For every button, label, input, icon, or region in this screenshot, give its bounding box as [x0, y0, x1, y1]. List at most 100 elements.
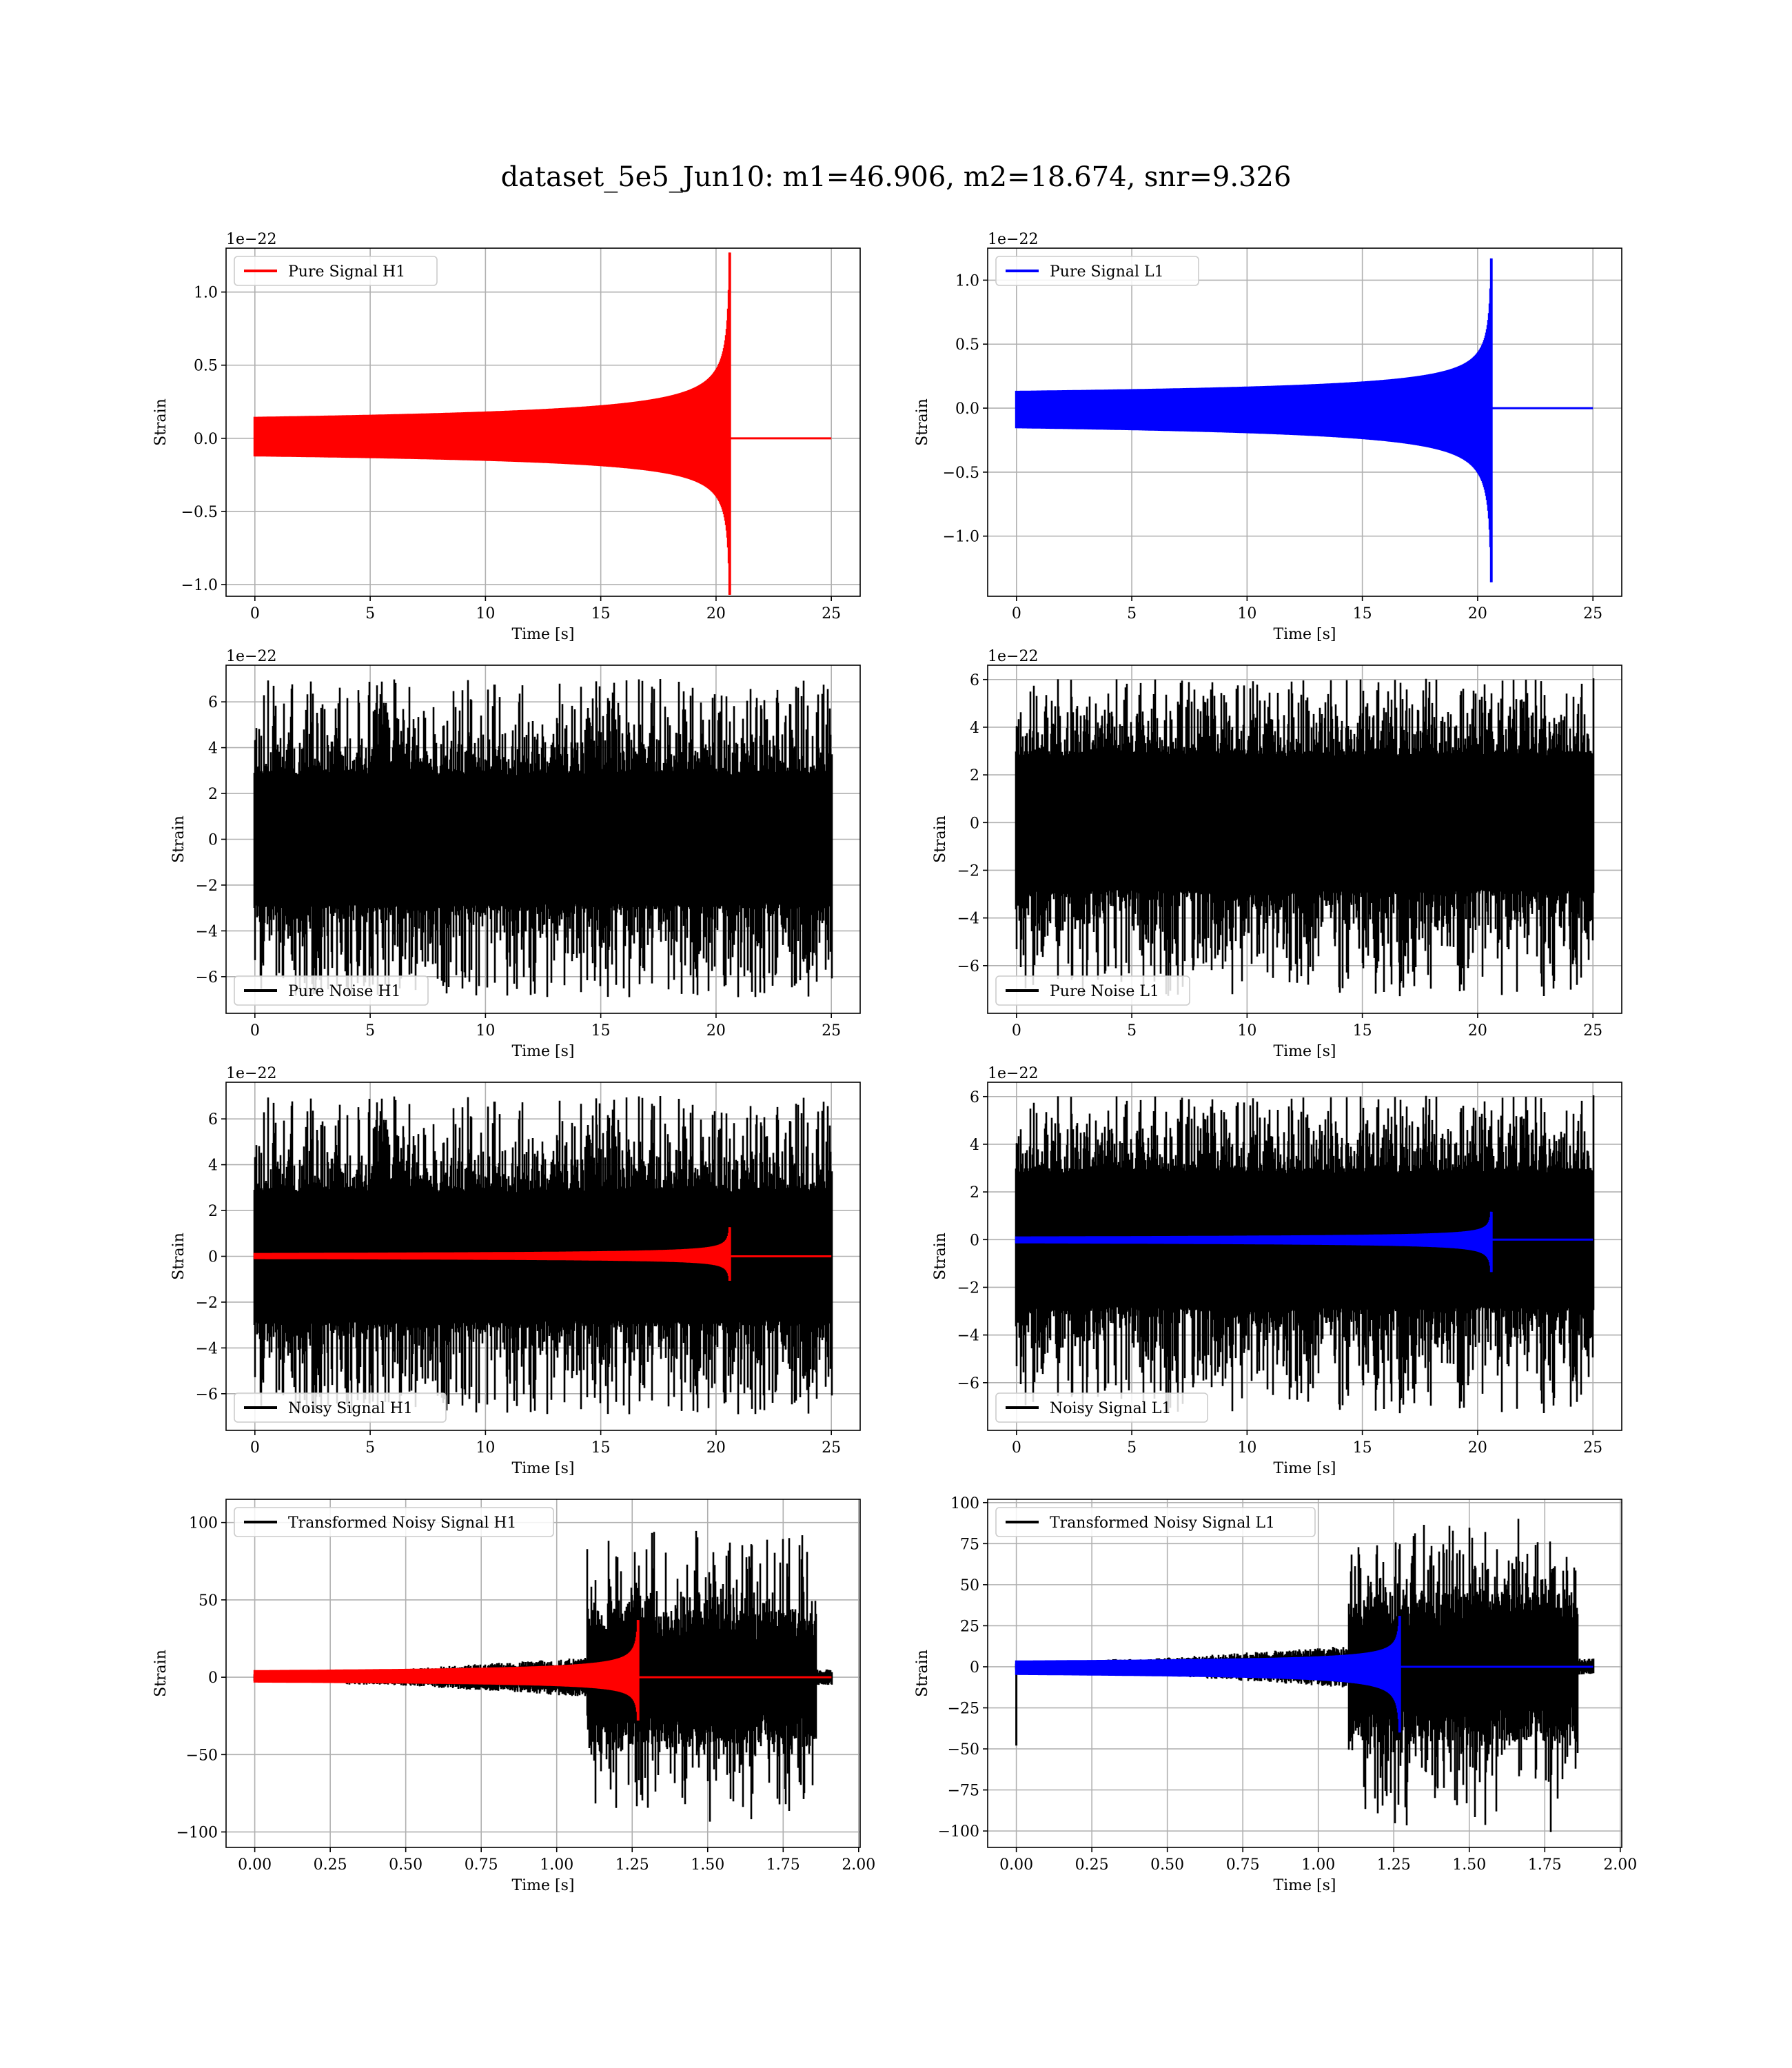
x-tick-label: 15	[591, 1439, 611, 1457]
x-tick-label: 1.00	[1301, 1856, 1335, 1874]
y-tick-label: 0	[208, 1249, 218, 1266]
y-tick-label: −75	[948, 1783, 979, 1800]
y-tick-label: 50	[198, 1592, 218, 1610]
y-tick-label: −100	[938, 1823, 979, 1841]
x-tick-label: 1.50	[691, 1856, 724, 1874]
plot-area	[253, 252, 832, 595]
y-offset-label: 1e−22	[226, 648, 276, 665]
x-tick-label: 25	[1583, 1439, 1602, 1457]
x-tick-label: 25	[1583, 1022, 1602, 1040]
subplot-6: 0 5 10 15 20 25 −6 −4 −2 0 2 4 6 1e−22 Time [s] Strain N…	[932, 1065, 1622, 1477]
y-tick-label: −2	[196, 1295, 218, 1312]
x-tick-label: 10	[476, 605, 495, 622]
series-pure-noise-l1	[1015, 678, 1595, 997]
x-axis-label: Time [s]	[511, 1877, 574, 1894]
y-axis-label: Strain	[170, 1233, 187, 1280]
y-offset-label: 1e−22	[988, 231, 1038, 248]
x-tick-label: 0.25	[314, 1856, 347, 1874]
y-tick-label: 25	[960, 1618, 979, 1635]
plot-area	[253, 679, 833, 997]
chirp-trace	[253, 252, 731, 595]
y-offset-label: 1e−22	[988, 648, 1038, 665]
legend-label: Pure Signal L1	[1050, 263, 1164, 281]
figure-title: dataset_5e5_Jun10: m1=46.906, m2=18.674,…	[501, 161, 1292, 193]
legend-label: Transformed Noisy Signal H1	[288, 1514, 517, 1532]
x-tick-label: 20	[1468, 1439, 1487, 1457]
legend-frame	[234, 256, 438, 286]
plot-area	[253, 1096, 833, 1415]
x-tick-label: 15	[591, 1022, 611, 1040]
y-tick-label: 0.5	[955, 336, 979, 354]
x-tick-label: 25	[1583, 605, 1602, 622]
axes-frame	[987, 1082, 1622, 1431]
y-tick-label: 1.0	[955, 272, 979, 290]
x-tick-label: 0	[1012, 605, 1021, 622]
y-tick-label: −6	[196, 1386, 218, 1403]
subplot-4: 0 5 10 15 20 25 −6 −4 −2 0 2 4 6 1e−22 Time [s] Strain P…	[932, 648, 1622, 1060]
legend: Pure Noise L1	[995, 975, 1190, 1006]
y-tick-label: 50	[960, 1577, 979, 1594]
series-pure-signal-h1	[253, 252, 832, 595]
x-tick-label: 15	[1353, 1439, 1372, 1457]
y-tick-label: 6	[208, 1111, 218, 1128]
y-tick-label: −4	[957, 911, 979, 928]
y-tick-label: 0	[970, 1659, 979, 1676]
chirp-trace	[1015, 258, 1492, 582]
y-axis-label: Strain	[152, 1650, 170, 1697]
y-tick-label: 4	[970, 1137, 979, 1154]
legend: Noisy Signal H1	[234, 1392, 447, 1423]
y-axis-label: Strain	[914, 398, 931, 446]
noise-trace	[253, 679, 833, 997]
x-tick-label: 5	[365, 1439, 375, 1457]
y-tick-label: −1.0	[181, 577, 218, 594]
y-tick-label: 4	[208, 1157, 218, 1175]
chirp-trace	[253, 1227, 731, 1281]
y-tick-label: −2	[196, 878, 218, 895]
legend-frame	[234, 975, 429, 1006]
legend-frame	[995, 1392, 1208, 1423]
legend-label: Noisy Signal L1	[1050, 1400, 1171, 1417]
y-offset-label: 1e−22	[226, 1065, 276, 1082]
legend: Noisy Signal L1	[995, 1392, 1208, 1423]
x-tick-label: 10	[1237, 1022, 1256, 1040]
x-tick-label: 1.25	[1377, 1856, 1411, 1874]
noise-trace	[1015, 678, 1595, 997]
plot-area	[1015, 678, 1595, 997]
y-axis-label: Strain	[932, 1233, 949, 1280]
y-tick-label: −2	[957, 1279, 979, 1297]
subplot-2: 0 5 10 15 20 25 −1.0 −0.5 0.0 0.5 1.0 1e−22 Time [s]…	[914, 231, 1622, 643]
x-tick-label: 10	[476, 1022, 495, 1040]
legend: Pure Noise H1	[234, 975, 429, 1006]
x-tick-label: 1.25	[615, 1856, 649, 1874]
legend: Transformed Noisy Signal L1	[995, 1507, 1316, 1537]
y-tick-label: 6	[970, 672, 979, 689]
x-tick-label: 0.75	[465, 1856, 498, 1874]
x-tick-label: 25	[822, 1022, 841, 1040]
y-tick-label: −4	[196, 1340, 218, 1357]
x-tick-label: 2.00	[842, 1856, 875, 1874]
y-tick-label: 0	[208, 832, 218, 849]
x-axis-label: Time [s]	[1273, 1877, 1336, 1894]
x-tick-label: 20	[1468, 605, 1487, 622]
y-tick-label: −50	[948, 1741, 979, 1758]
y-tick-label: 6	[970, 1089, 979, 1106]
x-tick-label: 1.75	[1528, 1856, 1562, 1874]
x-tick-label: 5	[365, 605, 375, 622]
y-tick-label: 100	[950, 1495, 979, 1512]
y-tick-label: 2	[208, 786, 218, 803]
legend-frame	[995, 256, 1199, 286]
subplot-5: 0 5 10 15 20 25 −6 −4 −2 0 2 4 6 1e−22 Time [s] Strain N…	[170, 1065, 861, 1477]
y-tick-label: 1.0	[194, 285, 218, 302]
y-tick-label: 75	[960, 1536, 979, 1553]
series-signal-overlay-1	[253, 1227, 832, 1281]
y-offset-label: 1e−22	[226, 231, 276, 248]
x-axis-label: Time [s]	[511, 1460, 574, 1477]
x-tick-label: 0.50	[1150, 1856, 1184, 1874]
y-tick-label: −25	[948, 1701, 979, 1718]
plot-area	[1015, 258, 1594, 582]
legend-label: Noisy Signal H1	[288, 1400, 413, 1417]
x-axis-label: Time [s]	[1273, 1043, 1336, 1060]
subplot-8: 0.00 0.25 0.50 0.75 1.00 1.25 1.50 1.75 2.00 −100…	[914, 1495, 1637, 1894]
y-tick-label: −0.5	[181, 504, 218, 521]
